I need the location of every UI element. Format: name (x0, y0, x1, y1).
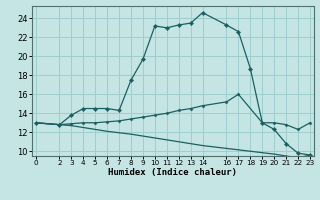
X-axis label: Humidex (Indice chaleur): Humidex (Indice chaleur) (108, 168, 237, 177)
